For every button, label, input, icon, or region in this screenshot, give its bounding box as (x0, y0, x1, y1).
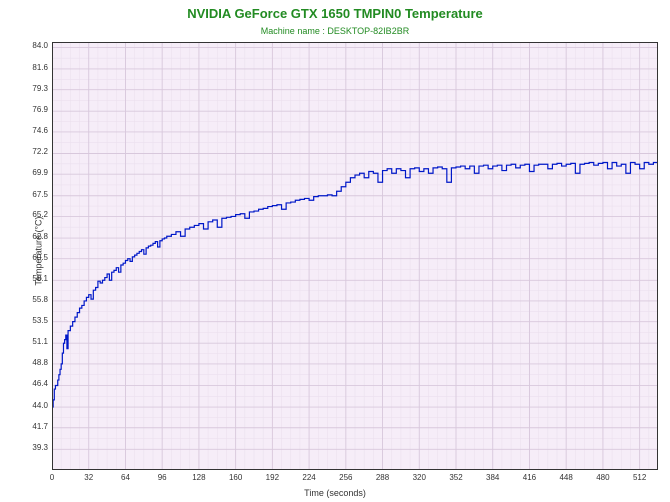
x-tick-label: 160 (224, 474, 248, 482)
x-tick-label: 224 (297, 474, 321, 482)
y-tick-label: 72.2 (18, 148, 48, 156)
y-tick-label: 53.5 (18, 317, 48, 325)
y-tick-label: 62.8 (18, 233, 48, 241)
x-tick-label: 320 (407, 474, 431, 482)
y-tick-label: 41.7 (18, 423, 48, 431)
x-tick-label: 480 (591, 474, 615, 482)
x-tick-label: 0 (40, 474, 64, 482)
plot-svg (52, 42, 658, 470)
x-tick-label: 32 (77, 474, 101, 482)
y-tick-label: 39.3 (18, 444, 48, 452)
x-tick-label: 64 (113, 474, 137, 482)
y-tick-label: 84.0 (18, 42, 48, 50)
y-tick-label: 79.3 (18, 85, 48, 93)
y-tick-label: 48.8 (18, 359, 48, 367)
y-tick-label: 67.5 (18, 191, 48, 199)
y-tick-label: 46.4 (18, 380, 48, 388)
chart-title: NVIDIA GeForce GTX 1650 TMPIN0 Temperatu… (0, 6, 670, 21)
x-tick-label: 96 (150, 474, 174, 482)
y-tick-label: 60.5 (18, 254, 48, 262)
x-tick-label: 256 (334, 474, 358, 482)
x-tick-label: 512 (628, 474, 652, 482)
y-tick-label: 69.9 (18, 169, 48, 177)
x-axis-label: Time (seconds) (0, 488, 670, 498)
y-tick-label: 55.8 (18, 296, 48, 304)
y-tick-label: 65.2 (18, 211, 48, 219)
x-tick-label: 384 (481, 474, 505, 482)
temperature-chart: NVIDIA GeForce GTX 1650 TMPIN0 Temperatu… (0, 0, 670, 502)
plot-area (52, 42, 658, 470)
x-tick-label: 128 (187, 474, 211, 482)
x-tick-label: 192 (260, 474, 284, 482)
y-tick-label: 58.1 (18, 275, 48, 283)
y-tick-label: 44.0 (18, 402, 48, 410)
chart-subtitle: Machine name : DESKTOP-82IB2BR (0, 26, 670, 36)
y-tick-label: 74.6 (18, 127, 48, 135)
x-tick-label: 352 (444, 474, 468, 482)
x-tick-label: 448 (554, 474, 578, 482)
y-tick-label: 51.1 (18, 338, 48, 346)
x-tick-label: 288 (371, 474, 395, 482)
y-tick-label: 76.9 (18, 106, 48, 114)
x-tick-label: 416 (517, 474, 541, 482)
y-tick-label: 81.6 (18, 64, 48, 72)
